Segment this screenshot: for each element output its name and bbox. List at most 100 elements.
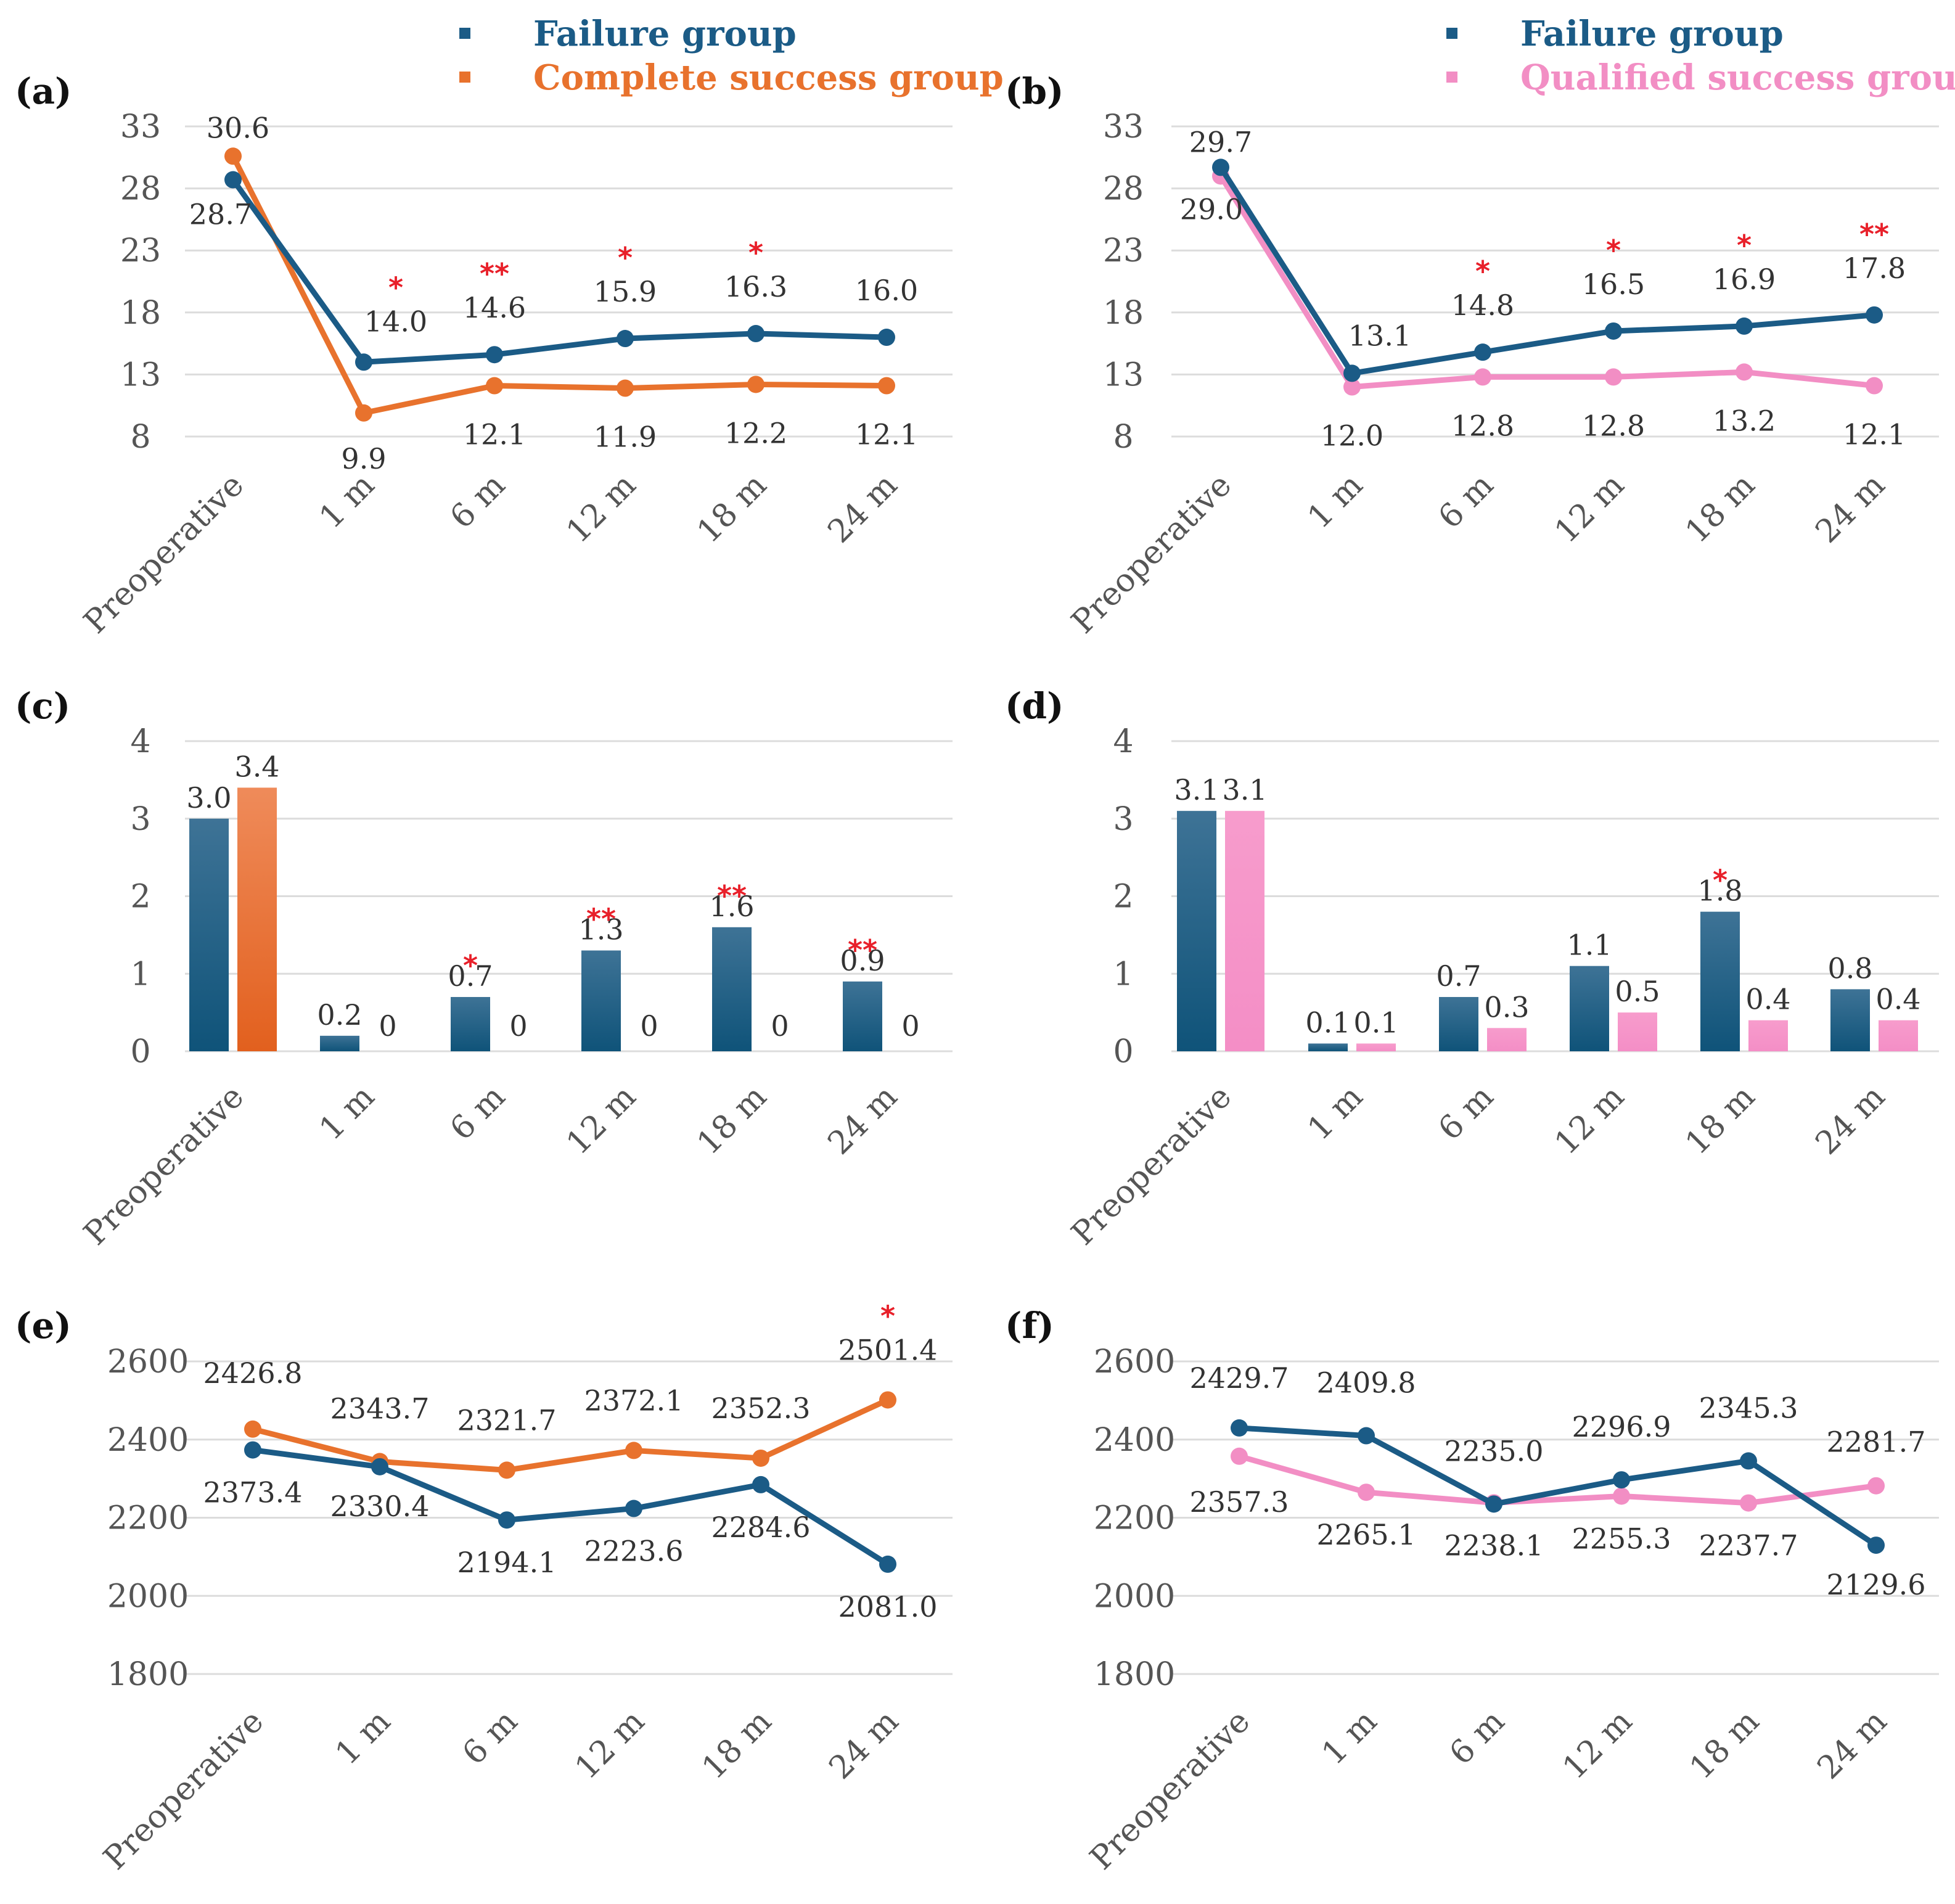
legend-left: Failure group Complete success group [459, 14, 1004, 98]
data-label: 14.0 [364, 305, 427, 338]
bar-failure-5 [1830, 989, 1870, 1051]
panel-letter-f: (f) [1005, 1305, 1054, 1347]
data-label: 0.1 [1353, 1006, 1398, 1039]
x-tick-label: Preoperative [1065, 1078, 1239, 1253]
y-tick-label: 2000 [1094, 1578, 1175, 1615]
y-tick-label: 2 [130, 879, 150, 916]
data-label: 2357.3 [1190, 1485, 1289, 1519]
y-tick-label: 2200 [107, 1500, 189, 1537]
y-tick-label: 18 [1103, 295, 1144, 332]
data-label: 3.4 [234, 750, 279, 783]
bar-success-1 [1356, 1043, 1396, 1051]
data-label: 12.0 [1321, 419, 1383, 453]
data-label: 0.8 [1827, 951, 1872, 985]
data-point-failure-2 [486, 346, 503, 364]
data-point-success-2 [1474, 368, 1491, 386]
bar-failure-0 [1177, 811, 1216, 1051]
bar-success-5 [1879, 1020, 1918, 1051]
data-label: 2237.7 [1699, 1529, 1798, 1562]
chart-panel-d: 4 3 2 1 0 Preoperative 1 m 6 m 12 m 18 m 24 m 3.1 0.… [1065, 723, 1939, 1252]
legend-marker-complete-success [459, 72, 470, 83]
data-point-failure-4 [747, 325, 764, 343]
data-label: 16.5 [1582, 268, 1645, 301]
data-label: 1.3 [578, 913, 623, 946]
significance-marker: * [880, 1299, 895, 1332]
data-label: 29.7 [1189, 125, 1252, 158]
x-tick-label: 24 m [822, 1703, 906, 1787]
x-tick-label: 6 m [443, 467, 512, 536]
x-tick-label: 6 m [1432, 467, 1501, 536]
data-label: 0 [509, 1009, 527, 1043]
data-label: 28.7 [189, 198, 252, 231]
x-tick-label: 6 m [443, 1078, 512, 1147]
x-tick-label: 6 m [1432, 1078, 1501, 1147]
y-tick-label: 13 [1103, 356, 1144, 393]
data-label: 3.1 [1174, 773, 1219, 806]
data-label: 12.1 [855, 418, 918, 451]
data-point-failure-1 [1358, 1427, 1375, 1445]
x-tick-label: 18 m [1678, 1078, 1762, 1162]
data-label: 2129.6 [1827, 1568, 1926, 1601]
y-tick-label: 1800 [1094, 1656, 1175, 1693]
data-point-failure-2 [1485, 1495, 1502, 1513]
legend-marker-failure [459, 28, 470, 39]
x-tick-label: 12 m [1547, 1078, 1631, 1162]
data-point-failure-0 [1231, 1419, 1248, 1437]
data-point-success-2 [498, 1461, 515, 1479]
data-label: 0 [901, 1009, 919, 1043]
data-point-success-1 [355, 404, 372, 422]
x-tick-label: 12 m [559, 467, 643, 551]
data-point-success-3 [625, 1442, 642, 1459]
x-tick-label: 12 m [559, 1078, 643, 1162]
data-point-failure-5 [878, 329, 895, 347]
data-point-failure-5 [1866, 306, 1883, 324]
x-tick-label: 1 m [313, 467, 382, 536]
data-label: 16.0 [855, 274, 918, 307]
data-point-failure-0 [1212, 158, 1229, 176]
x-tick-label: 24 m [1808, 467, 1892, 551]
y-tick-label: 33 [1103, 109, 1144, 146]
y-tick-label: 2 [1113, 879, 1133, 916]
y-tick-label: 4 [1113, 723, 1133, 760]
data-label: 17.8 [1843, 252, 1906, 285]
data-point-failure-4 [1740, 1452, 1757, 1470]
data-label: 2426.8 [203, 1356, 303, 1390]
data-point-failure-0 [244, 1441, 261, 1459]
data-point-success-2 [486, 377, 503, 395]
data-label: 12.8 [1451, 409, 1514, 442]
data-label: 0.4 [1875, 983, 1920, 1016]
data-label: 12.1 [1843, 418, 1906, 451]
bar-failure-3 [1570, 966, 1609, 1051]
series-line-failure [231, 178, 887, 365]
x-tick-label: 6 m [456, 1703, 525, 1772]
x-tick-label: 1 m [1315, 1703, 1384, 1772]
data-label: 0 [379, 1009, 396, 1043]
y-tick-label: 1800 [107, 1656, 189, 1693]
data-label: 15.9 [594, 275, 657, 308]
x-tick-label: 18 m [690, 467, 774, 551]
bar-failure-1 [320, 1035, 359, 1051]
data-point-failure-1 [1343, 364, 1361, 382]
x-tick-label: 24 m [821, 1078, 904, 1162]
data-point-success-0 [1231, 1447, 1248, 1465]
data-point-failure-2 [498, 1511, 515, 1529]
data-label: 2235.0 [1445, 1434, 1544, 1467]
data-label: 2284.6 [711, 1511, 811, 1544]
data-label: 2265.1 [1317, 1518, 1416, 1551]
legend-right: Failure group Qualified success group [1446, 14, 1955, 98]
data-label: 9.9 [341, 442, 386, 475]
legend-label-qualified-success: Qualified success group [1520, 57, 1955, 98]
data-point-failure-1 [371, 1458, 388, 1475]
y-tick-label: 28 [1103, 171, 1144, 208]
x-tick-label: 18 m [1678, 467, 1762, 551]
data-label: 2373.4 [203, 1476, 303, 1509]
data-label: 2352.3 [711, 1392, 811, 1425]
data-point-success-1 [1343, 378, 1361, 396]
x-tick-label: Preoperative [77, 1078, 252, 1253]
data-point-failure-5 [1867, 1537, 1885, 1554]
series-line-success [252, 1397, 889, 1473]
data-label: 2501.4 [838, 1333, 938, 1366]
x-tick-label: Preoperative [1065, 467, 1239, 641]
data-label: 12.1 [463, 418, 526, 451]
data-point-success-0 [224, 147, 242, 165]
